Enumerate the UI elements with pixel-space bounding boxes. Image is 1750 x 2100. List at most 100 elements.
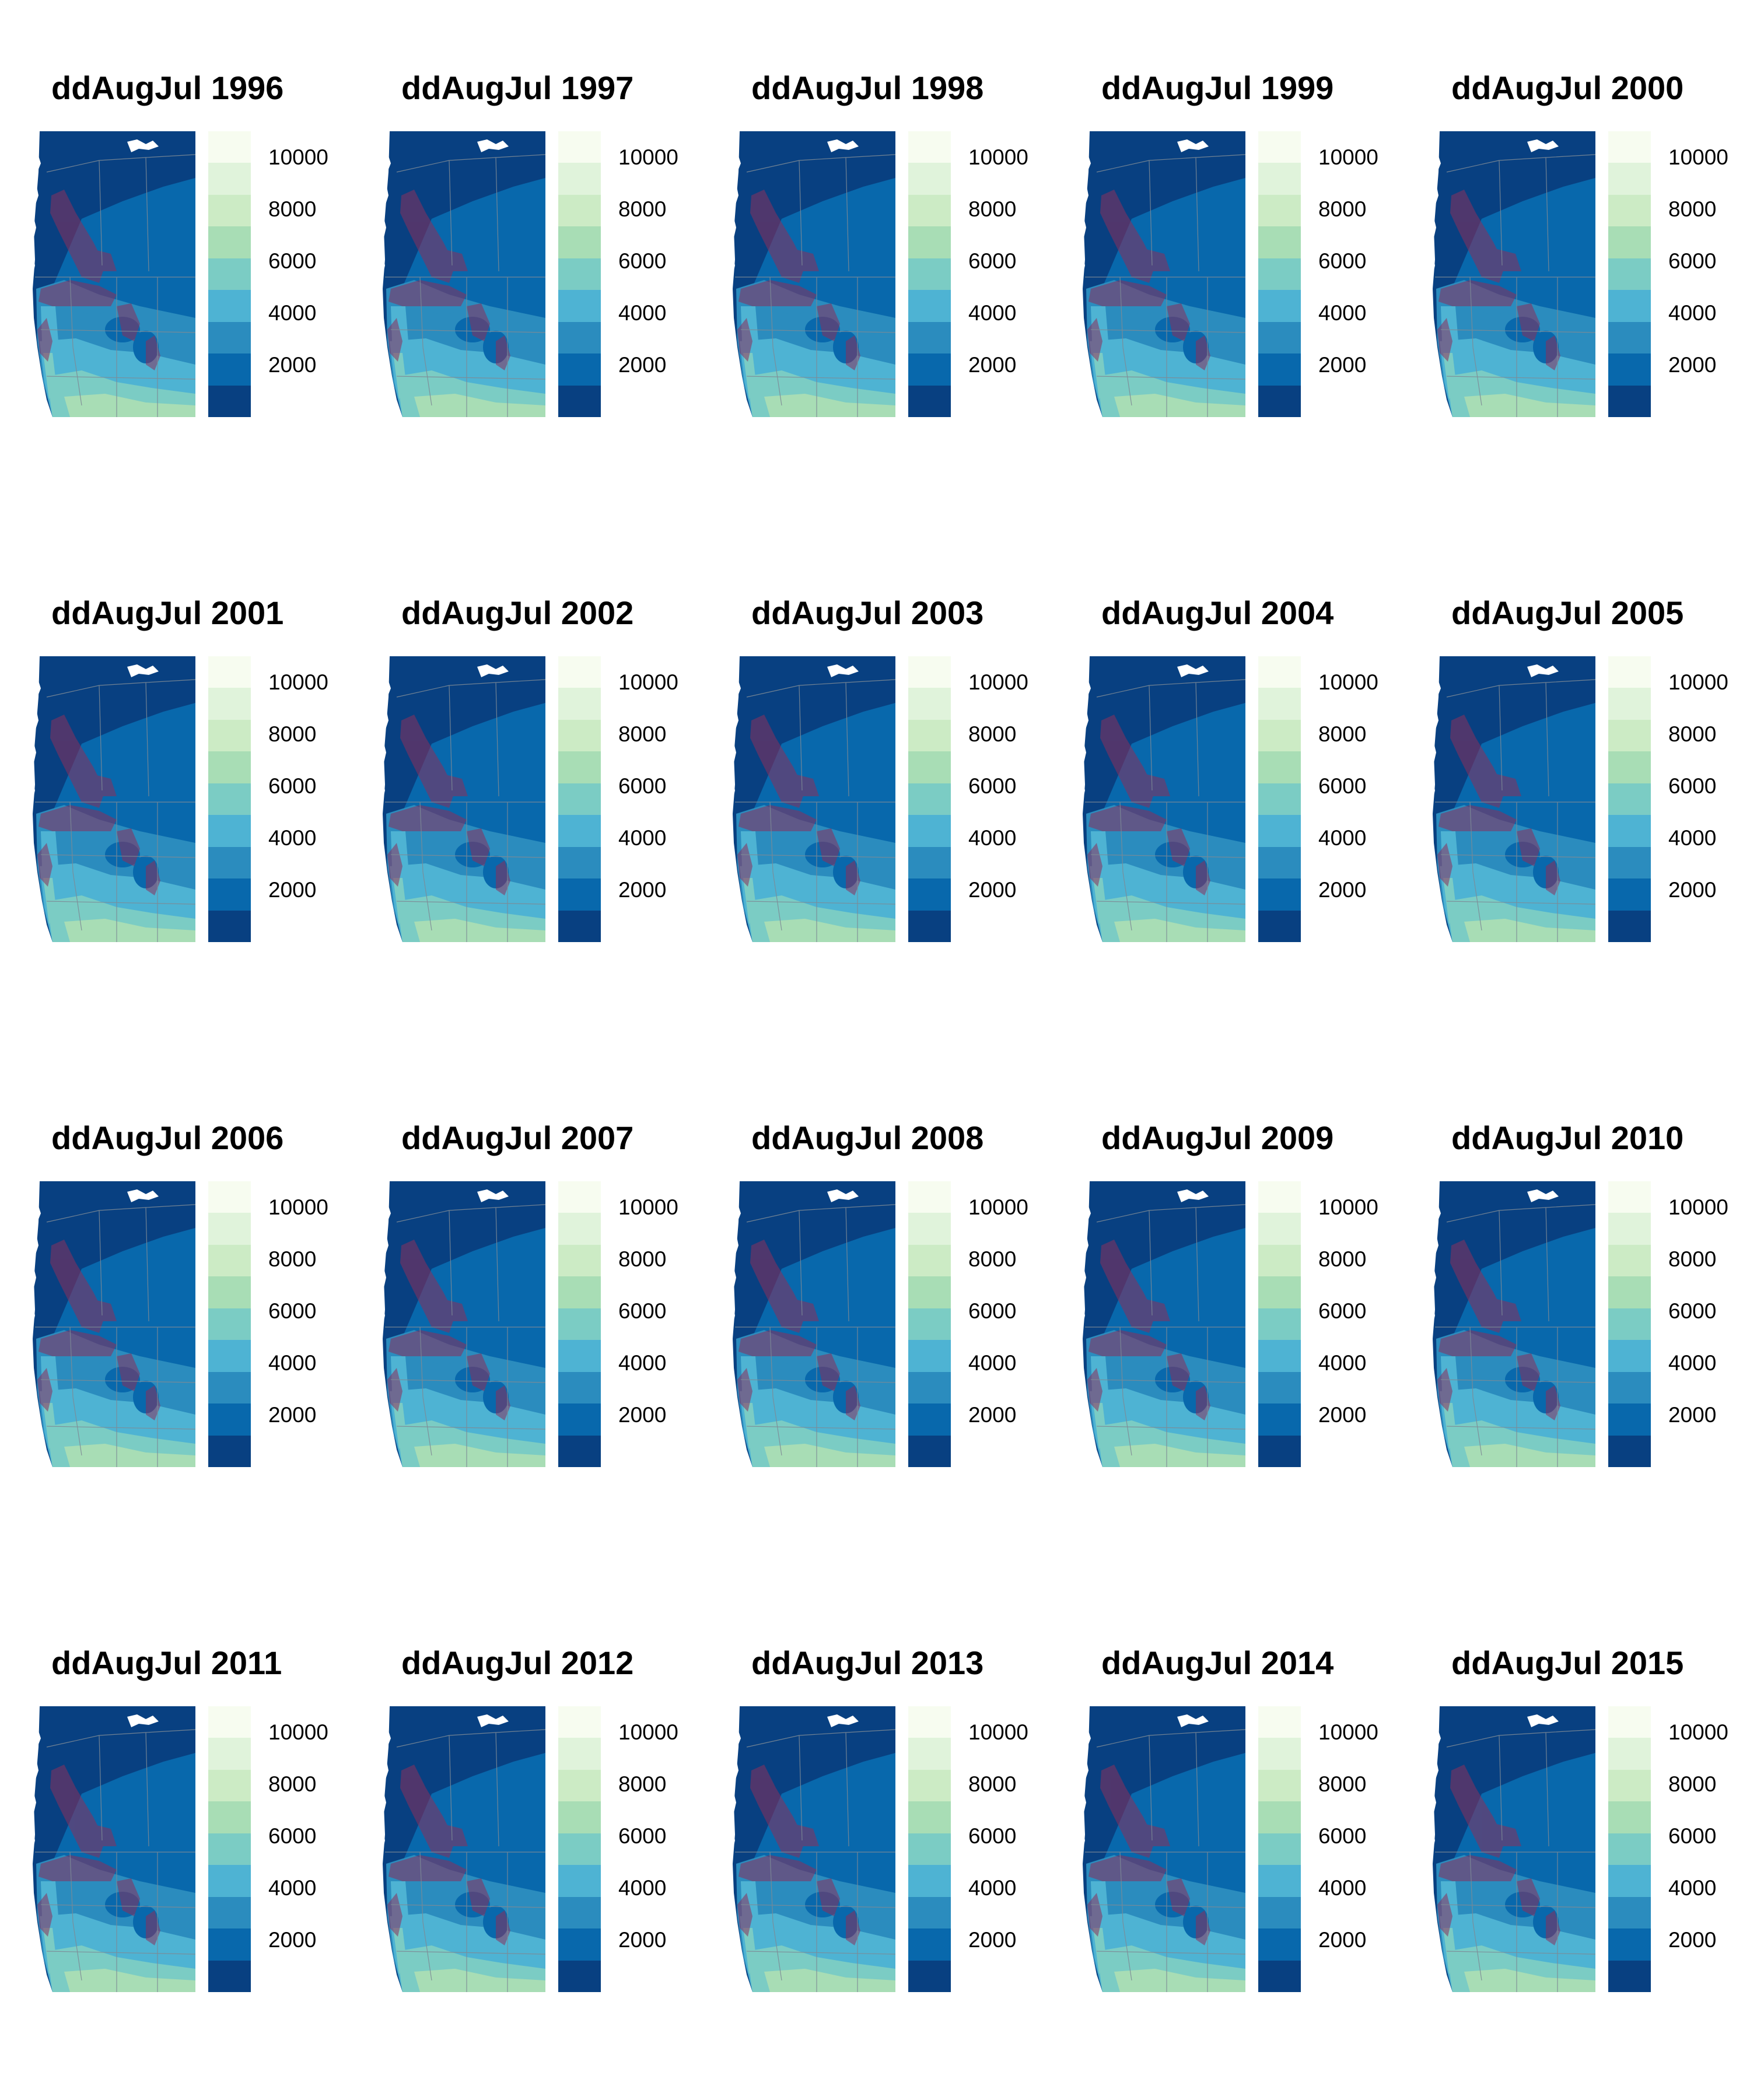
legend-swatch: [1258, 1801, 1301, 1834]
map-panel: ddAugJul 2013 10000 8000 6000 4000 2000: [700, 1575, 1050, 2100]
legend-swatch: [558, 194, 601, 227]
range-overlay: [37, 190, 160, 370]
land-layer: [1083, 1181, 1245, 1467]
legend-swatch: [1608, 719, 1651, 752]
color-legend: [208, 131, 251, 418]
legend-tick-label: 10000: [1318, 145, 1378, 169]
legend-swatch: [208, 1404, 251, 1436]
legend-tick-label: 4000: [1318, 1875, 1367, 1900]
legend-swatch: [1608, 1213, 1651, 1245]
pacific-coast: [1079, 1706, 1091, 1875]
degree-day-map: [1079, 1181, 1245, 1467]
land-layer: [733, 1181, 895, 1467]
legend-tick-label: 2000: [968, 877, 1017, 902]
legend-tick-label: 4000: [1668, 300, 1717, 325]
legend-swatch: [1258, 1738, 1301, 1770]
legend-tick-label: 4000: [268, 1875, 317, 1900]
legend-tick-label: 8000: [268, 1772, 317, 1796]
legend-swatch: [1258, 1435, 1301, 1468]
legend-tick-label: 10000: [1668, 1720, 1728, 1744]
legend-swatch: [558, 1213, 601, 1245]
pacific-coast: [729, 1181, 741, 1350]
map-svg: [1079, 131, 1245, 417]
map-svg: [729, 1181, 895, 1467]
legend-swatch: [1258, 258, 1301, 290]
legend-swatch: [1608, 1181, 1651, 1213]
color-legend: [558, 656, 601, 943]
range-overlay: [387, 1765, 510, 1945]
pacific-coast: [1429, 131, 1441, 300]
pacific-coast: [379, 131, 391, 300]
legend-swatch: [1608, 258, 1651, 290]
land-layer: [1433, 1181, 1595, 1467]
degree-day-map: [1079, 131, 1245, 417]
legend-swatch: [908, 910, 951, 943]
legend-tick-label: 8000: [968, 722, 1017, 746]
degree-day-map: [29, 1706, 195, 1992]
degree-day-map: [1429, 1706, 1595, 1992]
legend-swatch: [1608, 1404, 1651, 1436]
legend-tick-label: 6000: [618, 249, 667, 273]
legend-swatch: [558, 1865, 601, 1898]
legend-swatch: [1258, 656, 1301, 688]
political-borders: [385, 1729, 545, 1992]
degree-day-map: [379, 656, 545, 942]
legend-swatch: [208, 1896, 251, 1929]
color-legend: [208, 1706, 251, 1993]
legend-swatch: [208, 1929, 251, 1961]
legend-swatch: [208, 1706, 251, 1738]
legend-swatch: [1608, 131, 1651, 163]
map-panel: ddAugJul 2005 10000 8000 6000 4000 2000: [1400, 525, 1750, 1050]
legend-swatch: [1258, 846, 1301, 879]
degree-day-map: [29, 1181, 195, 1467]
land-layer: [383, 131, 545, 417]
color-legend: [208, 1181, 251, 1468]
legend-swatch: [1258, 1865, 1301, 1898]
legend-swatch: [1608, 1960, 1651, 1993]
color-legend: [558, 1706, 601, 1993]
legend-swatch: [908, 783, 951, 816]
political-borders: [735, 679, 895, 942]
legend-swatch: [558, 226, 601, 259]
pacific-coast: [1429, 656, 1441, 825]
legend-swatch: [908, 815, 951, 848]
land-layer: [733, 1706, 895, 1992]
legend-tick-label: 10000: [618, 1720, 678, 1744]
legend-tick-label: 2000: [268, 352, 317, 377]
legend-swatch: [908, 163, 951, 195]
map-svg: [29, 131, 195, 417]
legend-swatch: [208, 1244, 251, 1277]
legend-swatch: [1258, 1896, 1301, 1929]
legend-swatch: [558, 688, 601, 720]
legend-swatch: [208, 1276, 251, 1309]
legend-tick-label: 8000: [268, 722, 317, 746]
color-legend: [908, 1181, 951, 1468]
lake-shape: [1527, 139, 1559, 152]
legend-tick-label: 4000: [1318, 300, 1367, 325]
legend-swatch: [208, 1308, 251, 1340]
legend-swatch: [1608, 1340, 1651, 1373]
legend-swatch: [1608, 1865, 1651, 1898]
legend-tick-label: 6000: [618, 1298, 667, 1323]
range-overlay: [1087, 715, 1210, 895]
degree-day-map: [1079, 1706, 1245, 1992]
legend-tick-label: 10000: [618, 670, 678, 694]
land-layer: [383, 1706, 545, 1992]
legend-swatch: [208, 910, 251, 943]
legend-tick-label: 10000: [268, 670, 328, 694]
political-borders: [385, 679, 545, 942]
degree-day-map: [1429, 131, 1595, 417]
legend-swatch: [558, 1435, 601, 1468]
legend-swatch: [1608, 656, 1651, 688]
range-overlay: [1437, 190, 1560, 370]
land-layer: [1083, 1706, 1245, 1992]
lake-shape: [127, 1714, 159, 1727]
legend-tick-label: 8000: [1318, 1247, 1367, 1271]
legend-swatch: [558, 1181, 601, 1213]
legend-tick-label: 2000: [1668, 877, 1717, 902]
map-panel: ddAugJul 2011 10000 8000 6000 4000 2000: [0, 1575, 350, 2100]
legend-tick-label: 6000: [268, 774, 317, 798]
legend-swatch: [1258, 1404, 1301, 1436]
land-layer: [1433, 1706, 1595, 1992]
political-borders: [735, 154, 895, 417]
